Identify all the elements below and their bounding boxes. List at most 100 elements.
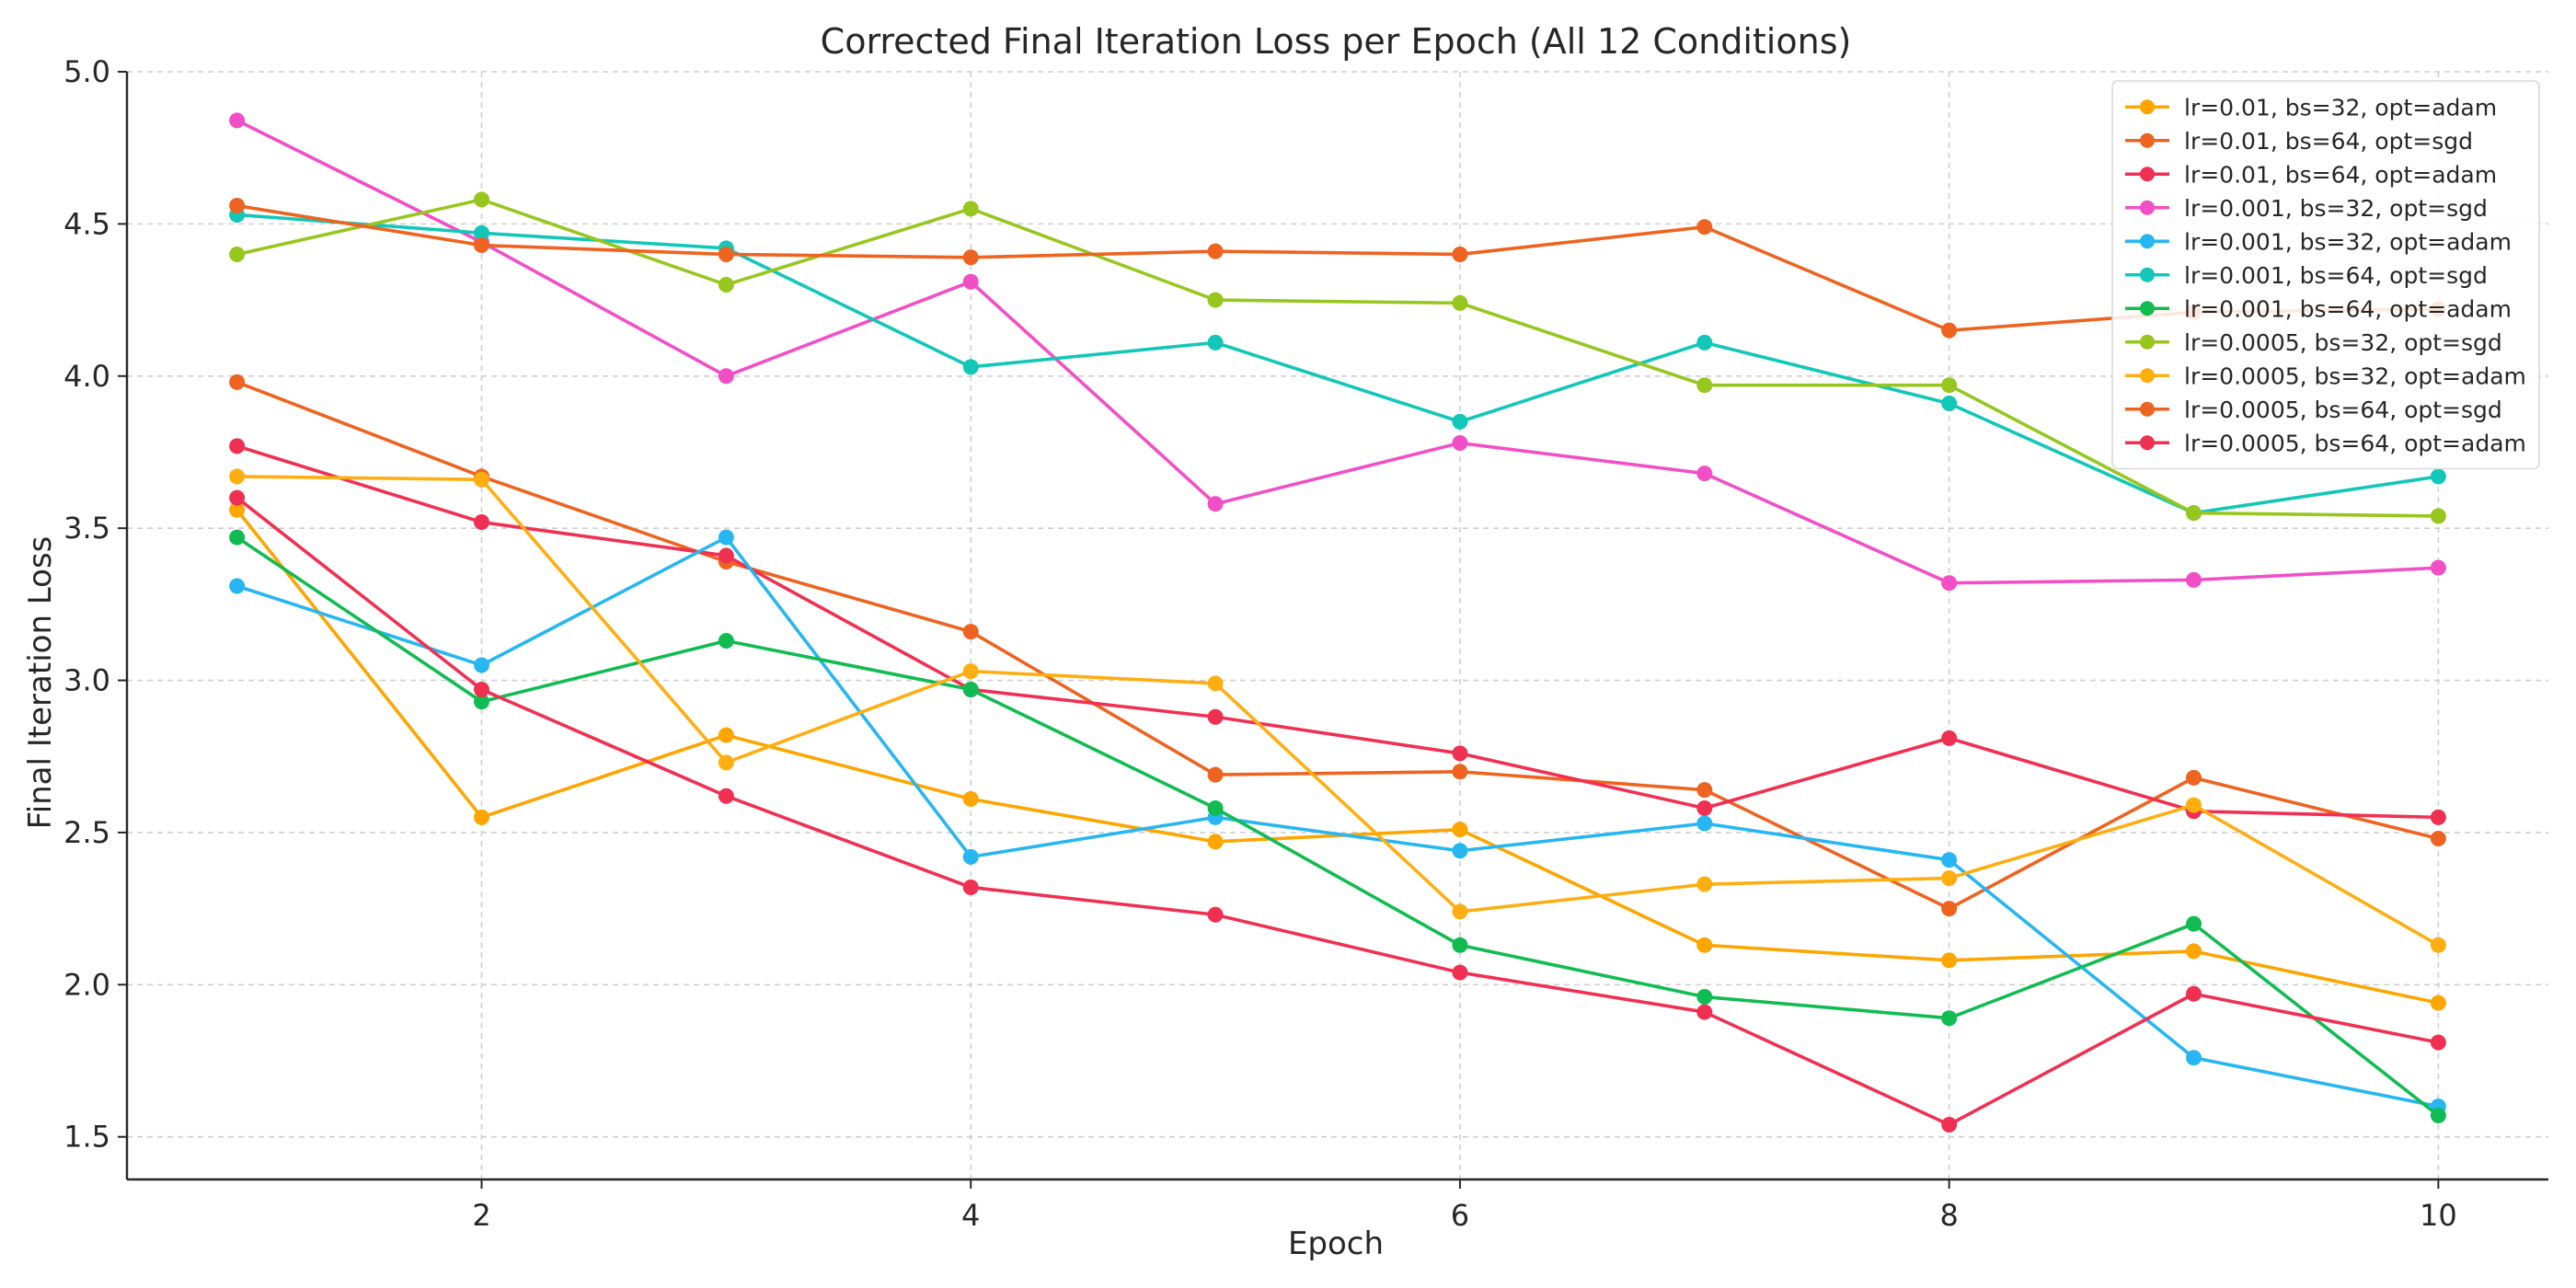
y-tick-label: 1.5 [63,1120,110,1155]
legend-label: lr=0.0005, bs=32, opt=adam [2184,362,2526,389]
series-3 [229,438,2446,825]
legend-item: lr=0.0005, bs=64, opt=sgd [2125,397,2502,423]
data-point [2186,505,2202,522]
data-point [1207,906,1224,923]
data-point [1941,852,1958,868]
legend-item: lr=0.001, bs=32, opt=sgd [2125,195,2488,222]
series-line [236,198,2439,518]
y-tick-label: 3.5 [63,511,110,546]
legend-swatch-marker [2140,401,2155,417]
data-point [1452,246,1468,262]
data-point [1207,766,1224,783]
legend-label: lr=0.01, bs=32, opt=adam [2184,94,2497,121]
legend-swatch-marker [2140,435,2155,451]
data-point [718,547,734,564]
data-point [1452,822,1468,838]
legend-swatch-marker [2140,301,2155,316]
series-line [236,535,2440,1117]
data-point [473,694,489,710]
data-point [1941,730,1958,746]
data-point [962,624,979,640]
data-point [1696,219,1713,236]
data-point [718,727,734,743]
legend-swatch-marker [2140,99,2155,115]
legend-label: lr=0.01, bs=64, opt=sgd [2184,128,2473,155]
data-point [473,657,489,673]
data-point [1452,745,1468,762]
data-point [1696,989,1713,1006]
chart-title: Corrected Final Iteration Loss per Epoch… [821,21,1852,62]
legend-item: lr=0.01, bs=64, opt=sgd [2125,128,2473,155]
data-point [229,468,246,485]
data-point [718,633,734,650]
y-tick-label: 4.0 [63,359,110,394]
data-point [1941,1010,1958,1027]
data-point [473,471,489,488]
legend-swatch-marker [2140,132,2155,148]
series-4 [229,112,2446,592]
data-point [229,198,246,214]
data-point [1207,708,1224,725]
data-point [1207,334,1224,351]
data-point [1207,496,1224,512]
data-point [718,277,734,293]
y-tick-label: 2.5 [63,815,110,850]
data-point [2186,769,2202,786]
x-tick-label: 10 [2420,1198,2457,1233]
data-point [229,374,246,390]
data-point [1941,322,1958,339]
legend-item: lr=0.0005, bs=32, opt=sgd [2125,329,2502,356]
data-point [1207,834,1224,850]
data-point [1452,937,1468,953]
data-point [718,529,734,546]
series-11 [229,489,2446,1133]
data-point [718,368,734,385]
data-point [1696,377,1713,394]
legend-swatch-marker [2140,334,2155,350]
data-point [2430,831,2446,847]
data-point [1696,876,1713,892]
legend-box [2111,80,2540,470]
data-point [2430,559,2446,576]
series-line [236,509,2439,1005]
data-point [2430,937,2446,953]
data-point [229,112,246,129]
data-point [1696,1004,1713,1020]
legend-swatch-marker [2140,234,2155,249]
data-point [1696,782,1713,799]
data-point [718,246,734,262]
data-point [962,249,979,266]
data-point [962,879,979,895]
data-point [1452,435,1468,452]
data-point [1207,799,1224,816]
data-point [229,489,246,506]
series-line [236,444,2439,820]
legend-item: lr=0.01, bs=64, opt=adam [2125,161,2497,188]
data-point [2186,1050,2202,1066]
data-point [2430,1108,2446,1124]
data-point [473,224,489,241]
data-point [473,809,489,825]
data-point [962,681,979,697]
legend: lr=0.01, bs=32, opt=adam lr=0.01, bs=64, … [2111,80,2540,470]
data-point [473,191,489,208]
series-line [236,119,2439,585]
legend-label: lr=0.0005, bs=32, opt=sgd [2184,329,2502,356]
data-point [1941,396,1958,412]
data-point [1452,843,1468,859]
data-point [229,501,246,518]
data-point [229,578,246,594]
legend-label: lr=0.001, bs=32, opt=adam [2184,228,2512,255]
legend-label: lr=0.0005, bs=64, opt=sgd [2184,397,2502,423]
data-point [2430,468,2446,485]
data-point [2186,943,2202,960]
data-point [473,681,489,697]
data-point [1941,952,1958,969]
data-point [1941,575,1958,592]
data-point [2186,915,2202,932]
series-7 [229,529,2446,1124]
legend-item: lr=0.01, bs=32, opt=adam [2125,94,2497,121]
data-point [1941,377,1958,394]
data-point [229,438,246,454]
